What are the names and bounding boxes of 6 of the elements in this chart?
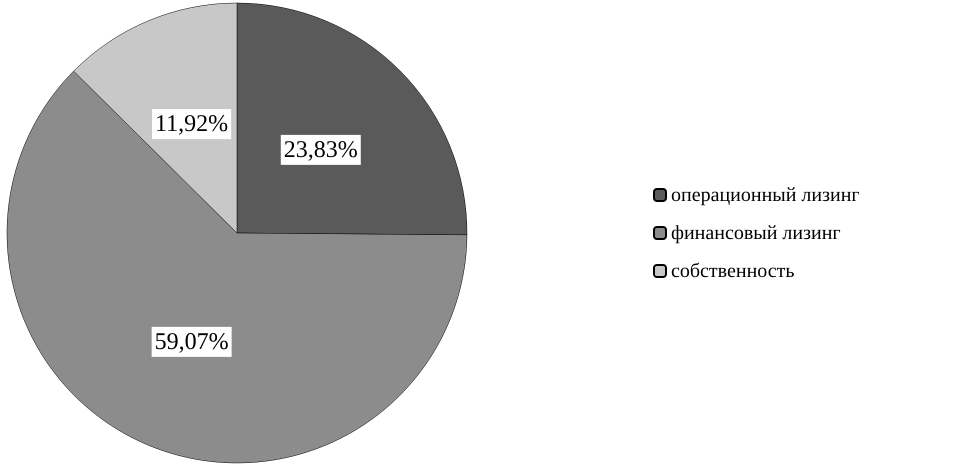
legend-label: финансовый лизинг xyxy=(671,222,841,244)
data-label: 59,07% xyxy=(154,328,229,355)
data-label: 23,83% xyxy=(284,136,358,163)
legend-label: собственность xyxy=(671,260,795,282)
legend-label: операционный лизинг xyxy=(671,184,860,206)
data-label: 11,92% xyxy=(155,111,228,138)
